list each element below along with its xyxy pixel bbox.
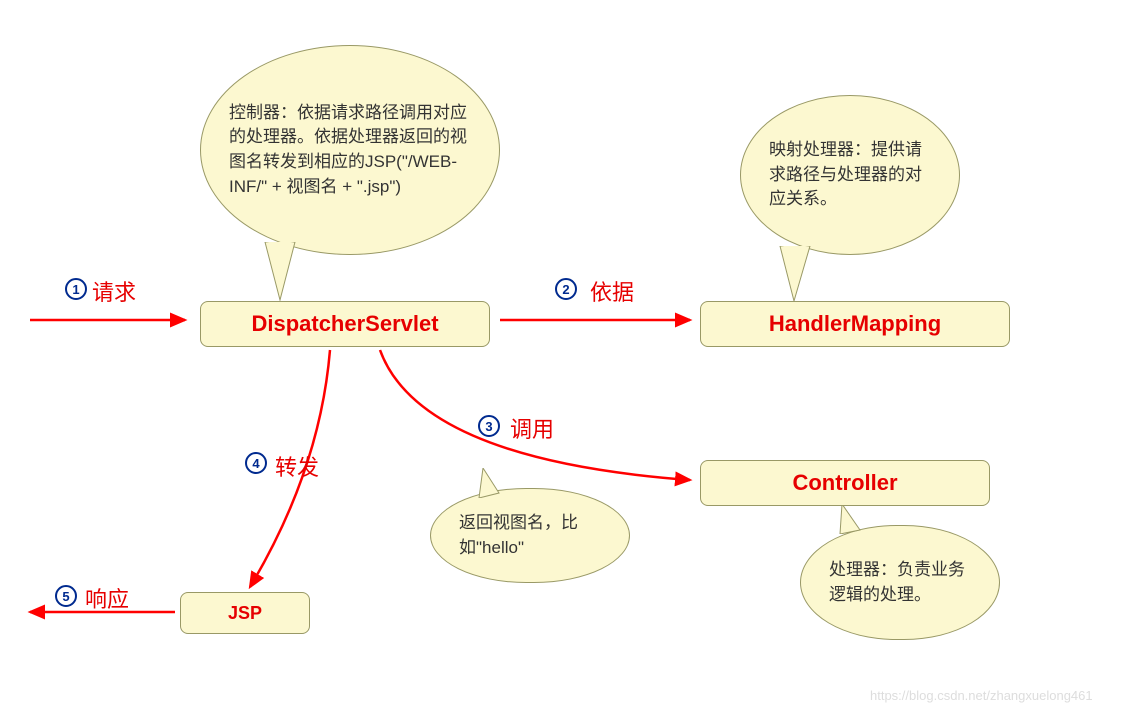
node-dispatcher-servlet: DispatcherServlet bbox=[200, 301, 490, 347]
edge-1-num: 1 bbox=[72, 282, 79, 297]
return-note-tail bbox=[465, 468, 505, 498]
controller-note-bubble: 处理器：负责业务逻辑的处理。 bbox=[800, 525, 1000, 640]
edge-4-badge: 4 bbox=[245, 452, 267, 474]
dispatcher-note-tail bbox=[255, 242, 315, 302]
edge-5-num: 5 bbox=[62, 589, 69, 604]
edge-4-num: 4 bbox=[252, 456, 259, 471]
edge-1-badge: 1 bbox=[65, 278, 87, 300]
node-handler-label: HandlerMapping bbox=[769, 311, 941, 337]
watermark-text: https://blog.csdn.net/zhangxuelong461 bbox=[870, 688, 1093, 703]
handler-note-bubble: 映射处理器：提供请求路径与处理器的对应关系。 bbox=[740, 95, 960, 255]
edge-3-label: 调用 bbox=[510, 412, 554, 444]
edge-2-label: 依据 bbox=[590, 275, 634, 307]
node-controller: Controller bbox=[700, 460, 990, 506]
dispatcher-note-text: 控制器：依据请求路径调用对应的处理器。依据处理器返回的视图名转发到相应的JSP(… bbox=[229, 101, 471, 200]
edge-3-badge: 3 bbox=[478, 415, 500, 437]
edge-5-badge: 5 bbox=[55, 585, 77, 607]
node-jsp-label: JSP bbox=[228, 603, 262, 624]
edge-2-badge: 2 bbox=[555, 278, 577, 300]
edge-4-label: 转发 bbox=[275, 450, 319, 482]
controller-note-text: 处理器：负责业务逻辑的处理。 bbox=[829, 558, 971, 607]
handler-note-tail bbox=[772, 246, 822, 304]
dispatcher-note-bubble: 控制器：依据请求路径调用对应的处理器。依据处理器返回的视图名转发到相应的JSP(… bbox=[200, 45, 500, 255]
controller-note-tail bbox=[828, 504, 868, 534]
node-controller-label: Controller bbox=[792, 470, 897, 496]
node-dispatcher-label: DispatcherServlet bbox=[251, 311, 438, 337]
node-handler-mapping: HandlerMapping bbox=[700, 301, 1010, 347]
edge-5-label: 响应 bbox=[85, 582, 129, 614]
edge-2-num: 2 bbox=[562, 282, 569, 297]
return-note-text: 返回视图名，比如"hello" bbox=[459, 511, 601, 560]
edge-3-num: 3 bbox=[485, 419, 492, 434]
edge-1-label: 请求 bbox=[92, 275, 136, 307]
handler-note-text: 映射处理器：提供请求路径与处理器的对应关系。 bbox=[769, 138, 931, 212]
node-jsp: JSP bbox=[180, 592, 310, 634]
return-note-bubble: 返回视图名，比如"hello" bbox=[430, 488, 630, 583]
